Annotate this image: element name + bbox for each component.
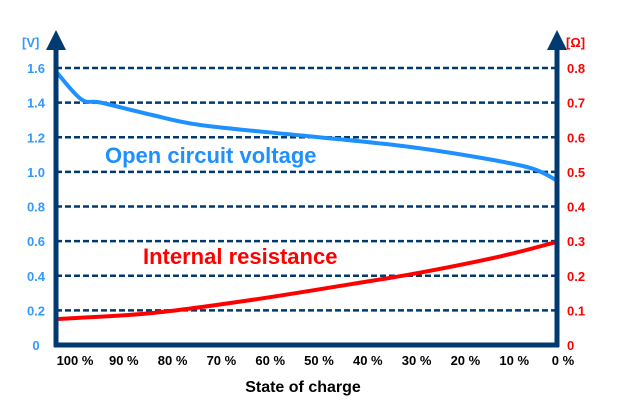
x-tick-label: 100 % <box>57 353 94 368</box>
x-tick-label: 30 % <box>402 353 432 368</box>
ocv-line <box>54 69 559 183</box>
x-tick-label: 90 % <box>109 353 139 368</box>
x-axis-label: State of charge <box>245 379 361 396</box>
right-tick-label: 0.1 <box>567 303 585 318</box>
right-tick-label: 0.5 <box>567 165 585 180</box>
right-tick-label: 0.2 <box>567 269 585 284</box>
right-tick-label: 0.6 <box>567 130 585 145</box>
left-tick-label: 0 <box>32 338 39 353</box>
x-tick-label: 20 % <box>451 353 481 368</box>
right-tick-label: 0.7 <box>567 96 585 111</box>
right-axis-unit: [Ω] <box>566 35 585 50</box>
right-tick-label: 0.3 <box>567 234 585 249</box>
left-tick-label: 0.4 <box>27 269 46 284</box>
left-tick-label: 1.6 <box>27 61 45 76</box>
x-tick-label: 10 % <box>499 353 529 368</box>
left-tick-label: 1.0 <box>27 165 45 180</box>
x-tick-label: 80 % <box>158 353 188 368</box>
left-tick-label: 0.6 <box>27 234 45 249</box>
ir-series-label: Internal resistance <box>143 244 337 269</box>
left-tick-label: 0.8 <box>27 200 45 215</box>
right-tick-label: 0.8 <box>567 61 585 76</box>
left-tick-label: 0.2 <box>27 303 45 318</box>
left-tick-label: 1.4 <box>27 96 46 111</box>
right-tick-label: 0 <box>567 338 574 353</box>
ir-line <box>54 239 559 322</box>
x-tick-label: 60 % <box>255 353 285 368</box>
left-axis-unit: [V] <box>22 35 39 50</box>
right-tick-label: 0.4 <box>567 200 586 215</box>
x-tick-label: 40 % <box>353 353 383 368</box>
ocv-series-label: Open circuit voltage <box>105 143 317 168</box>
x-tick-label: 50 % <box>304 353 334 368</box>
x-tick-label: 0 % <box>552 353 575 368</box>
left-tick-label: 1.2 <box>27 130 45 145</box>
x-tick-label: 70 % <box>207 353 237 368</box>
